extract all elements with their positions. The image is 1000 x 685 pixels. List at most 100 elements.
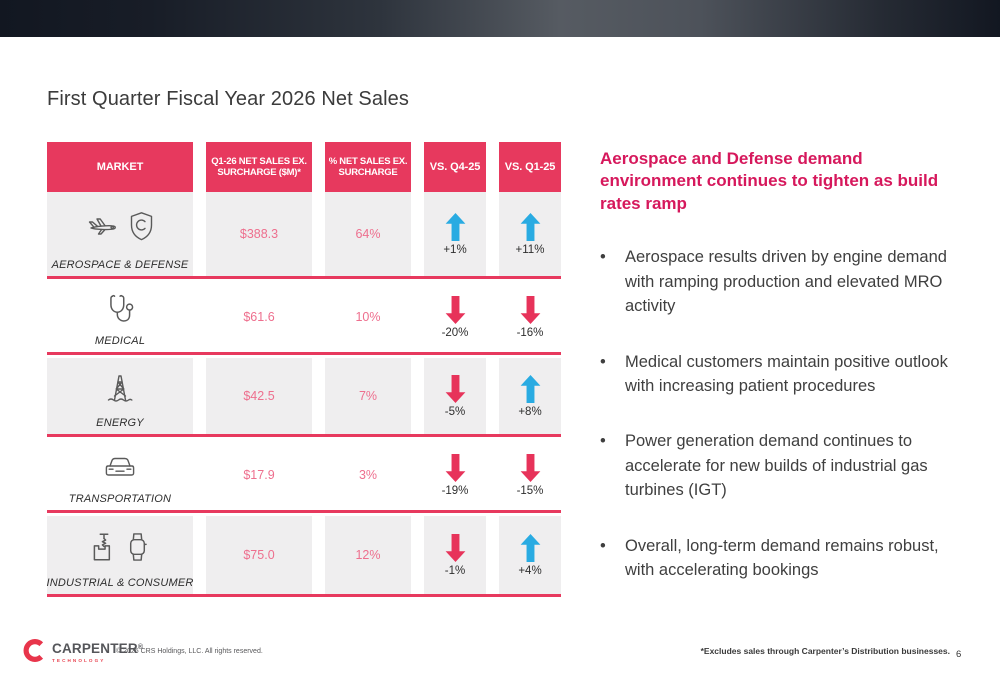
row-divider xyxy=(47,594,561,597)
sales-value: $388.3 xyxy=(206,192,312,276)
bullet-marker: • xyxy=(600,536,606,555)
bullet-text: Overall, long-term demand remains robust… xyxy=(625,536,939,579)
page-number: 6 xyxy=(956,649,962,660)
trend-down-icon xyxy=(520,295,540,324)
stethoscope-icon xyxy=(105,293,135,325)
market-cell: AEROSPACE & DEFENSE xyxy=(47,192,193,276)
pct-of-sales-value: 12% xyxy=(325,516,411,594)
carpenter-c-icon xyxy=(22,638,47,663)
vs-q1-change: +4% xyxy=(499,516,561,594)
sales-value: $61.6 xyxy=(243,310,275,324)
bullet-text: Aerospace results driven by engine deman… xyxy=(625,248,947,316)
market-cell: MEDICAL xyxy=(47,282,193,352)
machining-icon xyxy=(91,531,117,563)
vs-q4-change: -5% xyxy=(424,358,486,434)
vs-q4-change: -20% xyxy=(424,282,486,352)
market-cell: INDUSTRIAL & CONSUMER xyxy=(46,516,194,594)
trend-down-icon xyxy=(445,295,465,324)
column-header: VS. Q4-25 xyxy=(424,142,486,192)
column-header: Q1-26 NET SALES EX. SURCHARGE ($M)* xyxy=(206,142,312,192)
market-label: MEDICAL xyxy=(94,335,146,347)
shield-icon xyxy=(128,211,155,241)
trend-down-icon xyxy=(445,453,465,482)
bullet-marker: • xyxy=(600,432,606,451)
net-sales-table: MARKET Q1-26 NET SALES EX. SURCHARGE ($M)… xyxy=(46,142,561,600)
row-divider xyxy=(47,510,561,513)
change-percent: -19% xyxy=(441,484,469,497)
sales-value: $75.0 xyxy=(206,516,312,594)
vs-q4-change: -1% xyxy=(424,516,486,594)
bullet-text: Power generation demand continues to acc… xyxy=(625,432,928,500)
bullet-text: Medical customers maintain positive outl… xyxy=(625,352,948,395)
pct-of-sales-value: 3% xyxy=(358,468,378,482)
change-percent: +8% xyxy=(518,405,542,418)
table-row: TRANSPORTATION $17.9 3% -19% -15% xyxy=(47,440,561,510)
bullet-marker: • xyxy=(600,248,606,267)
vs-q4-change: -19% xyxy=(424,440,486,510)
market-icons xyxy=(91,516,149,577)
vs-q1-change: +8% xyxy=(499,358,561,434)
registered-mark: ® xyxy=(137,644,144,651)
market-cell: TRANSPORTATION xyxy=(47,440,193,510)
change-percent: +11% xyxy=(515,243,545,256)
carpenter-logo: CARPENTER® TECHNOLOGY xyxy=(22,638,143,663)
table-row: ENERGY $42.5 7% -5% +8% xyxy=(47,358,561,434)
pct-of-sales-value: 64% xyxy=(325,192,411,276)
row-divider xyxy=(47,276,561,279)
commentary-panel: Aerospace and Defense demand environment… xyxy=(600,148,964,613)
trend-down-icon xyxy=(445,533,465,562)
market-label: INDUSTRIAL & CONSUMER xyxy=(46,577,194,589)
change-percent: -16% xyxy=(516,326,544,339)
table-row: INDUSTRIAL & CONSUMER $75.0 12% -1% +4% xyxy=(46,516,561,594)
top-accent-bar xyxy=(0,0,1000,37)
change-percent: +1% xyxy=(443,243,467,256)
trend-up-icon xyxy=(520,212,540,241)
trend-down-icon xyxy=(520,453,540,482)
trend-down-icon xyxy=(445,374,465,403)
commentary-bullet: • Aerospace results driven by engine dema… xyxy=(600,245,964,318)
commentary-bullet: • Overall, long-term demand remains robus… xyxy=(600,534,964,583)
market-icons xyxy=(85,192,155,259)
smartwatch-icon xyxy=(126,531,149,563)
sales-value: $42.5 xyxy=(206,358,312,434)
vs-q1-change: +11% xyxy=(499,192,561,276)
vs-q1-change: -16% xyxy=(499,282,561,352)
carpenter-wordmark: CARPENTER® TECHNOLOGY xyxy=(52,638,143,663)
change-percent: -1% xyxy=(444,564,466,577)
market-icons xyxy=(103,440,137,493)
row-divider xyxy=(47,352,561,355)
bullet-marker: • xyxy=(600,352,606,371)
change-percent: -20% xyxy=(441,326,469,339)
market-icons xyxy=(105,282,135,335)
trend-up-icon xyxy=(520,533,540,562)
commentary-bullet: • Medical customers maintain positive out… xyxy=(600,350,964,399)
footnote-text: *Excludes sales through Carpenter’s Dist… xyxy=(700,646,950,656)
change-percent: -15% xyxy=(516,484,544,497)
oil-derrick-icon xyxy=(105,372,135,404)
column-header: VS. Q1-25 xyxy=(499,142,561,192)
market-cell: ENERGY xyxy=(47,358,193,434)
sales-value: $17.9 xyxy=(243,468,275,482)
commentary-heading: Aerospace and Defense demand environment… xyxy=(600,149,939,213)
market-icons xyxy=(105,358,135,417)
market-label: AEROSPACE & DEFENSE xyxy=(51,259,189,271)
vs-q1-change: -15% xyxy=(499,440,561,510)
row-divider xyxy=(47,434,561,437)
airplane-icon xyxy=(85,214,119,238)
column-header: % NET SALES EX. SURCHARGE xyxy=(325,142,411,192)
car-icon xyxy=(103,454,137,480)
commentary-bullets: • Aerospace results driven by engine dema… xyxy=(600,245,964,582)
commentary-bullet: • Power generation demand continues to ac… xyxy=(600,429,964,502)
trend-up-icon xyxy=(520,374,540,403)
table-row: MEDICAL $61.6 10% -20% -16% xyxy=(47,282,561,352)
logo-word: CARPENTER xyxy=(52,641,138,656)
logo-subtitle: TECHNOLOGY xyxy=(52,657,106,663)
vs-q4-change: +1% xyxy=(424,192,486,276)
table-body: AEROSPACE & DEFENSE $388.3 64% +1% +11% MEDIC… xyxy=(46,192,561,597)
trend-up-icon xyxy=(445,212,465,241)
column-header: MARKET xyxy=(47,142,193,192)
market-label: ENERGY xyxy=(96,417,144,429)
table-header-row: MARKET Q1-26 NET SALES EX. SURCHARGE ($M)… xyxy=(47,142,561,192)
table-row: AEROSPACE & DEFENSE $388.3 64% +1% +11% xyxy=(47,192,561,276)
